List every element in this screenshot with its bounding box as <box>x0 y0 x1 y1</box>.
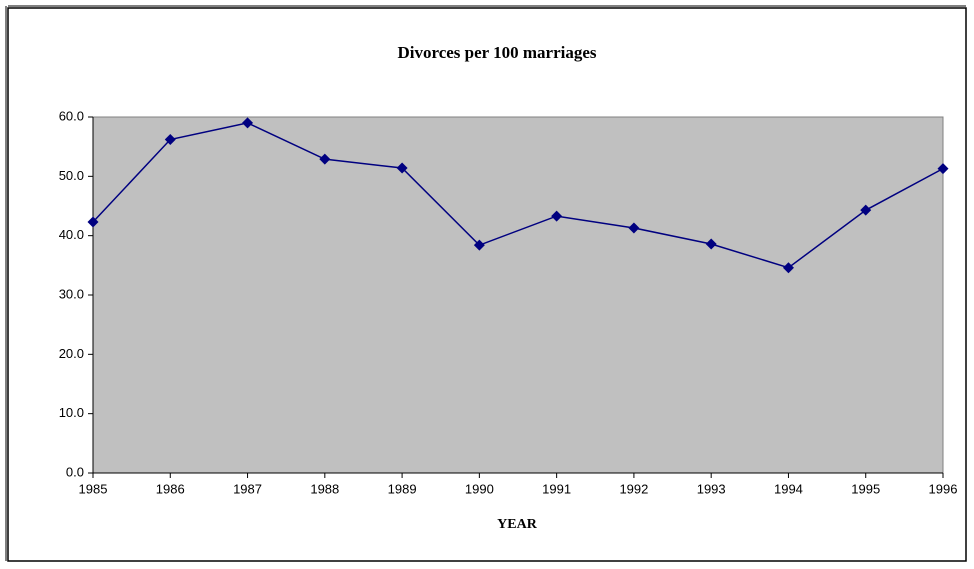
y-tick-label: 40.0 <box>59 227 84 242</box>
chart-title: Divorces per 100 marriages <box>397 43 596 62</box>
x-tick-label: 1989 <box>388 481 417 496</box>
x-tick-label: 1985 <box>79 481 108 496</box>
data-point <box>87 216 99 228</box>
data-point <box>551 210 563 222</box>
x-tick-label: 1992 <box>619 481 648 496</box>
x-tick-label: 1993 <box>697 481 726 496</box>
x-tick-label: 1995 <box>851 481 880 496</box>
y-tick-label: 10.0 <box>59 405 84 420</box>
y-tick-label: 60.0 <box>59 108 84 123</box>
data-point <box>473 239 485 251</box>
data-line <box>92 122 944 269</box>
data-point <box>937 163 949 175</box>
x-tick-label: 1996 <box>929 481 958 496</box>
data-point <box>705 238 717 250</box>
x-tick-label: 1987 <box>233 481 262 496</box>
x-tick-label: 1988 <box>310 481 339 496</box>
data-point <box>860 204 872 216</box>
data-point <box>319 153 331 165</box>
x-tick-label: 1986 <box>156 481 185 496</box>
data-point <box>782 262 794 274</box>
data-point <box>164 134 176 146</box>
data-point <box>396 162 408 174</box>
data-point <box>242 117 254 129</box>
x-tick-label: 1990 <box>465 481 494 496</box>
x-axis-label: YEAR <box>497 517 538 532</box>
y-tick-label: 30.0 <box>59 286 84 301</box>
y-tick-label: 50.0 <box>59 168 84 183</box>
x-tick-label: 1994 <box>774 481 803 496</box>
plot-area <box>92 116 944 474</box>
data-point <box>628 222 640 234</box>
y-tick-label: 20.0 <box>59 346 84 361</box>
x-tick-label: 1991 <box>542 481 571 496</box>
y-tick-label: 0.0 <box>66 464 84 479</box>
